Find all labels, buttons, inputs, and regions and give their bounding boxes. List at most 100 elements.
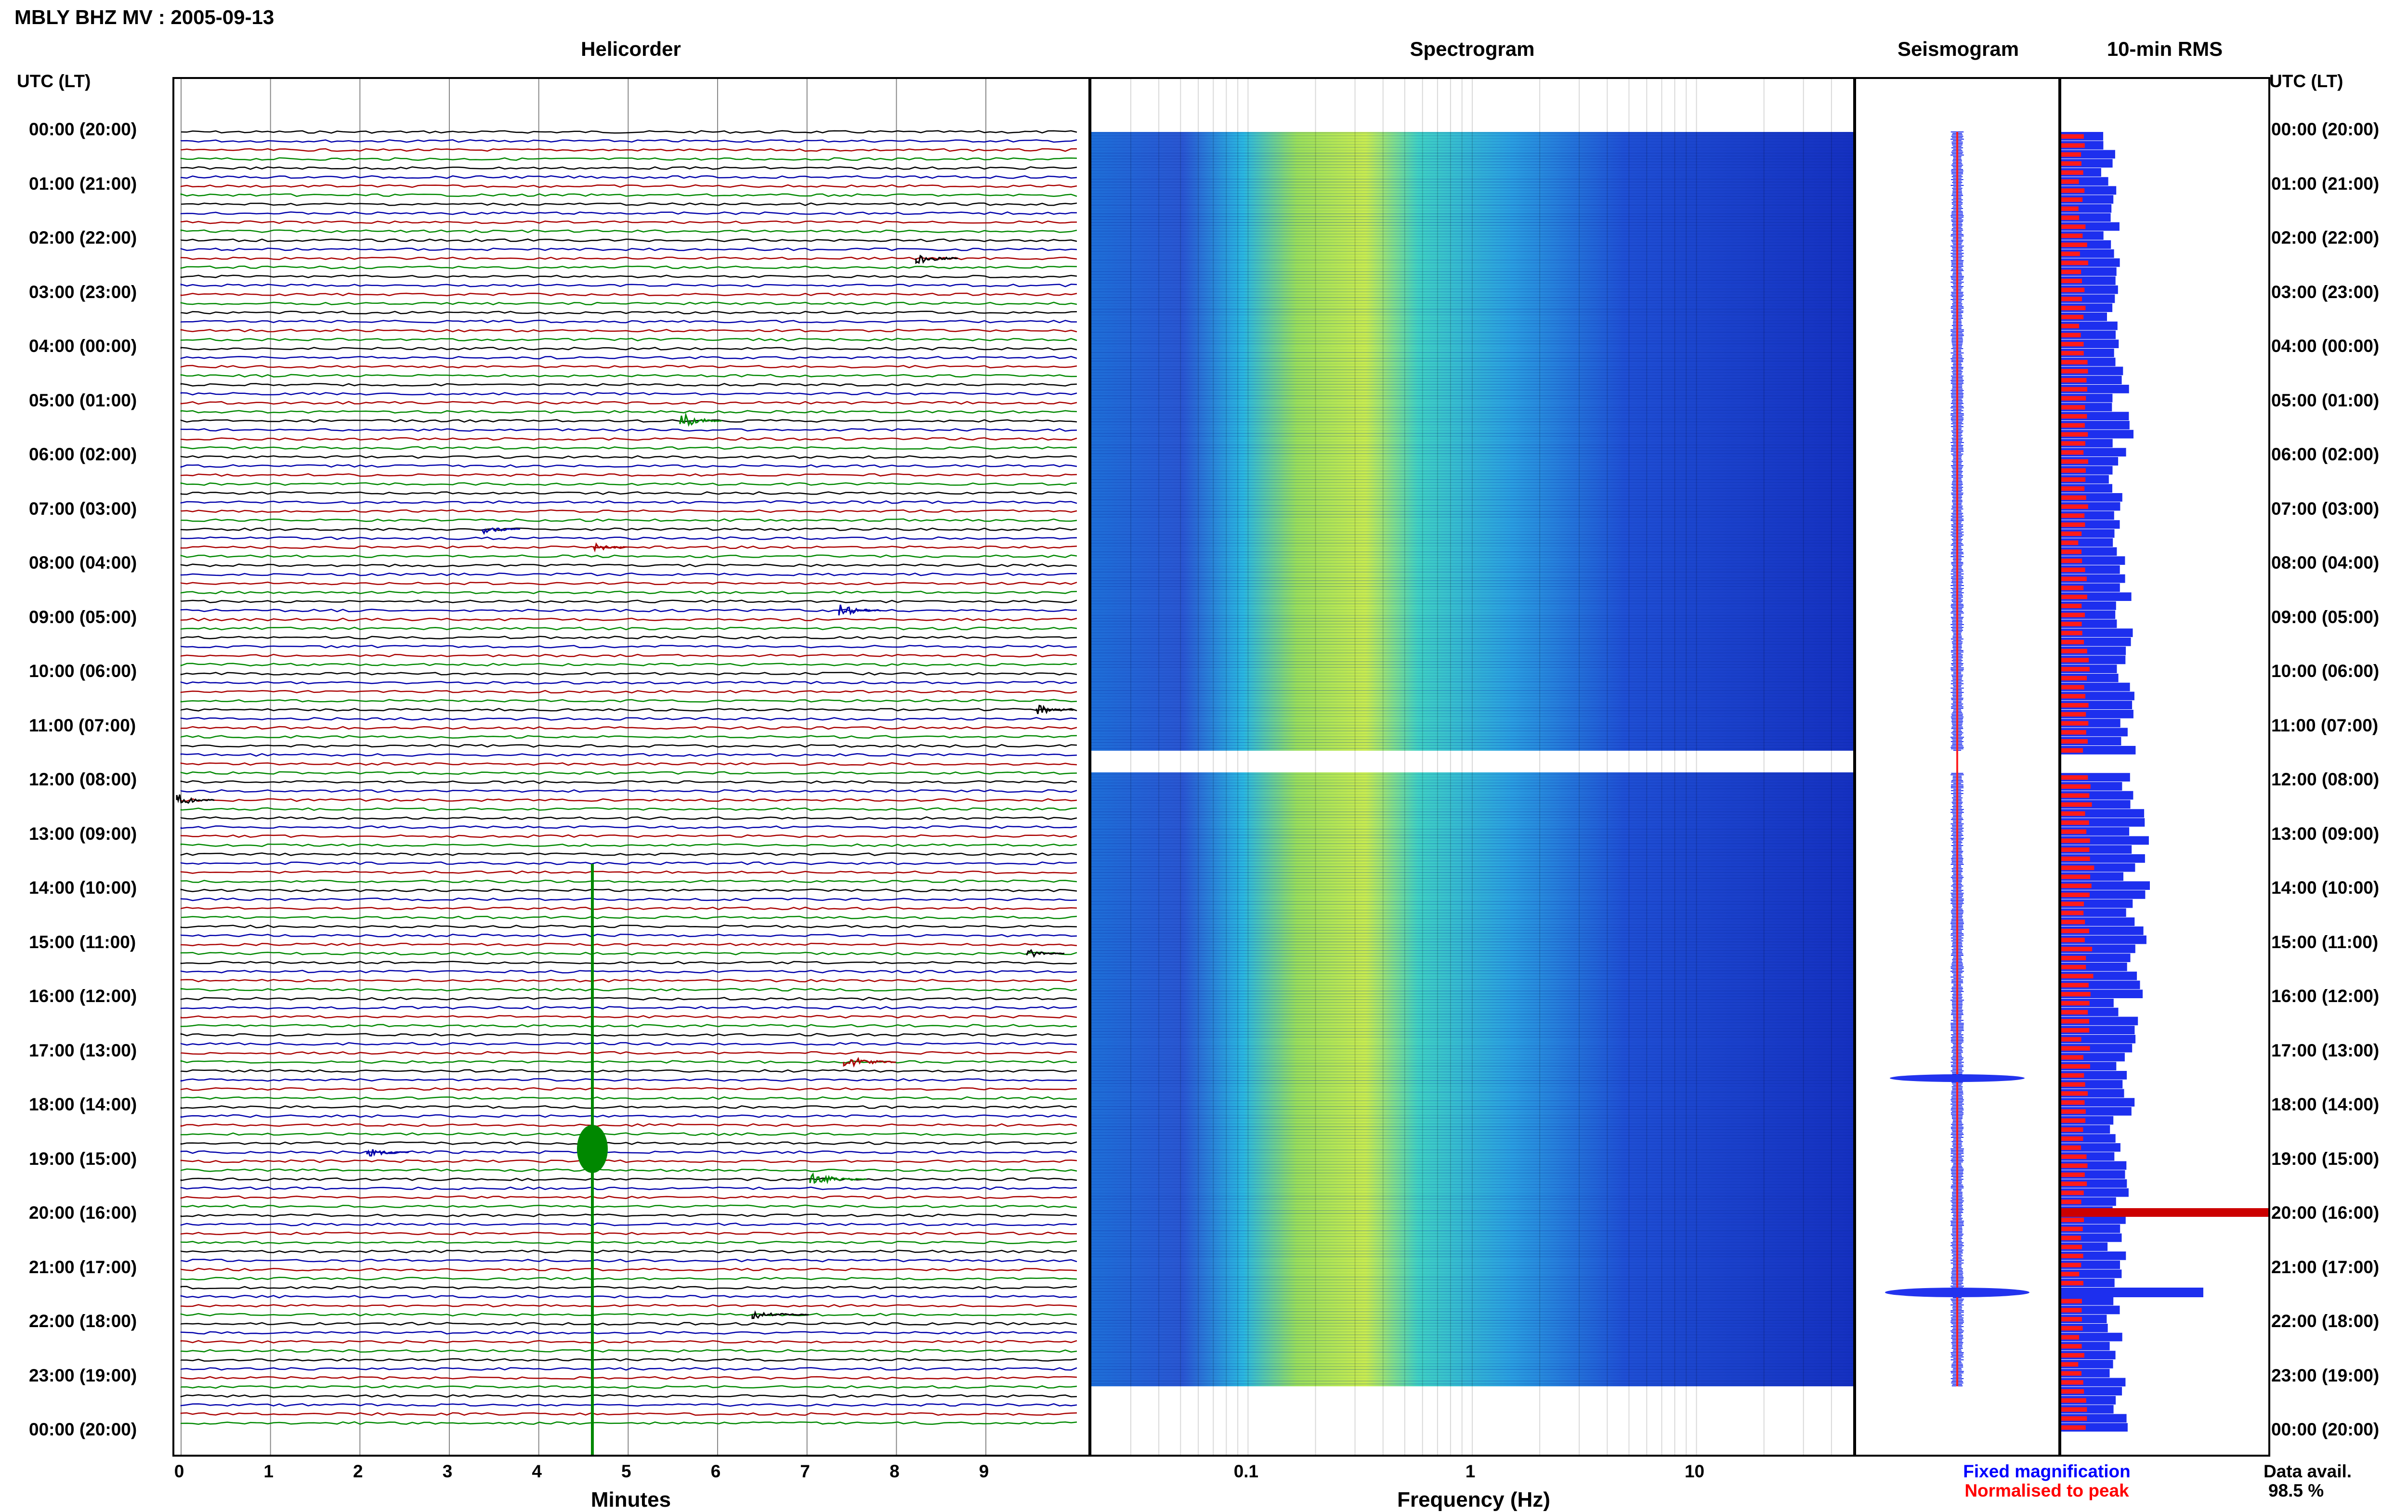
helicorder-trace <box>180 392 1077 396</box>
rms-normalised-bar <box>2061 206 2079 211</box>
time-label-left: 14:00 (10:00) <box>29 878 137 898</box>
rms-peak-bar <box>2061 1208 2268 1217</box>
rms-normalised-bar <box>2061 947 2093 952</box>
helicorder-trace <box>180 554 1077 558</box>
helicorder-trace <box>180 1078 1077 1082</box>
spectrogram-x-label: Frequency (Hz) <box>1397 1488 1550 1512</box>
rms-normalised-bar <box>2061 1416 2087 1421</box>
helicorder-trace <box>180 545 1077 549</box>
rms-normalised-bar <box>2061 928 2089 934</box>
rms-normalised-bar <box>2061 1398 2086 1403</box>
helicorder-trace <box>180 1394 1077 1398</box>
rms-normalised-bar <box>2061 396 2086 401</box>
helicorder-panel[interactable] <box>172 77 1090 1457</box>
rms-normalised-bar <box>2061 613 2085 617</box>
time-label-right: 00:00 (20:00) <box>2271 119 2380 139</box>
helicorder-trace <box>180 1313 1077 1316</box>
helicorder-trace <box>180 1015 1077 1019</box>
rms-normalised-bar <box>2061 1010 2088 1015</box>
rms-normalised-bar <box>2061 1371 2081 1376</box>
rms-normalised-bar <box>2061 965 2086 970</box>
spectrogram-title: Spectrogram <box>1410 38 1535 60</box>
helicorder-trace <box>180 852 1077 856</box>
rms-normalised-bar <box>2061 1380 2083 1385</box>
seismogram-trace <box>1885 131 2029 1386</box>
rms-normalised-bar <box>2061 251 2080 256</box>
time-label-right: 04:00 (00:00) <box>2271 336 2380 356</box>
rms-normalised-bar <box>2061 820 2089 825</box>
rms-normalised-bar <box>2061 297 2082 301</box>
time-label-right: 15:00 (11:00) <box>2271 932 2379 952</box>
helicorder-trace <box>180 518 1077 522</box>
helicorder-trace <box>180 1331 1077 1335</box>
helicorder-tick-label: 3 <box>442 1461 453 1481</box>
seismogram-panel[interactable] <box>1854 77 2060 1457</box>
helicorder-large-event-core <box>577 1125 608 1173</box>
helicorder-trace <box>180 825 1077 829</box>
rms-normalised-bar <box>2061 1226 2083 1231</box>
rms-normalised-bar <box>2061 1154 2087 1159</box>
helicorder-trace <box>180 617 1077 622</box>
helicorder-trace <box>180 997 1077 1001</box>
time-label-left: 09:00 (05:00) <box>29 607 137 627</box>
helicorder-trace <box>180 356 1077 360</box>
rms-normalised-bar <box>2061 1326 2083 1331</box>
helicorder-trace <box>180 771 1077 775</box>
rms-normalised-bar <box>2061 739 2088 744</box>
time-label-right: 18:00 (14:00) <box>2271 1095 2380 1114</box>
rms-normalised-bar <box>2061 305 2086 311</box>
time-label-left: 17:00 (13:00) <box>29 1040 137 1060</box>
rms-normalised-bar <box>2061 1389 2084 1394</box>
helicorder-trace <box>180 338 1077 342</box>
rms-normalised-bar <box>2061 1272 2080 1277</box>
time-label-left: 00:00 (20:00) <box>29 1420 137 1439</box>
rms-normalised-bar <box>2061 1244 2082 1250</box>
rms-normalised-bar <box>2061 513 2085 518</box>
spectrogram-tick-label: 1 <box>1465 1461 1476 1481</box>
helicorder-trace <box>180 1385 1077 1389</box>
rms-normalised-bar <box>2061 414 2087 419</box>
rms-normalised-bar <box>2061 901 2084 906</box>
time-label-right: 00:00 (20:00) <box>2271 1420 2380 1439</box>
station-title: MBLY BHZ MV : 2005-09-13 <box>14 6 275 28</box>
helicorder-trace <box>180 898 1077 901</box>
rms-panel[interactable] <box>2059 77 2270 1457</box>
rms-normalised-bar <box>2061 622 2082 626</box>
helicorder-trace <box>180 653 1077 658</box>
helicorder-trace <box>180 573 1077 576</box>
rms-normalised-bar <box>2061 269 2081 274</box>
helicorder-trace <box>180 798 1077 802</box>
rms-normalised-bar <box>2061 540 2079 545</box>
seismogram-title: Seismogram <box>1897 38 2019 60</box>
helicorder-trace <box>180 1358 1077 1362</box>
helicorder-tick-label: 2 <box>353 1461 363 1481</box>
helicorder-trace <box>180 301 1077 306</box>
helicorder-trace <box>180 1096 1077 1100</box>
helicorder-trace <box>180 1240 1077 1244</box>
rms-normalised-bar <box>2061 676 2087 681</box>
utc-lt-right-header: UTC (LT) <box>2269 71 2343 91</box>
helicorder-event <box>366 1149 409 1157</box>
rms-normalised-bar <box>2061 1280 2083 1286</box>
helicorder-trace <box>180 1349 1077 1353</box>
rms-peak-bar-2 <box>2061 1288 2203 1297</box>
rms-normalised-bar <box>2061 721 2089 726</box>
rms-normalised-bar <box>2061 811 2085 816</box>
helicorder-trace <box>180 1123 1077 1127</box>
time-label-right: 12:00 (08:00) <box>2271 769 2380 789</box>
time-label-right: 09:00 (05:00) <box>2271 607 2380 627</box>
helicorder-traces <box>176 79 1077 1455</box>
helicorder-trace <box>180 672 1077 676</box>
rms-normalised-bar <box>2061 983 2089 988</box>
helicorder-trace <box>181 130 1077 134</box>
helicorder-trace <box>180 735 1077 739</box>
rms-normalised-bar <box>2061 1217 2084 1223</box>
rms-normalised-bar <box>2061 974 2094 978</box>
spectrogram-panel[interactable] <box>1089 77 1855 1457</box>
rms-normalised-bar <box>2061 405 2085 410</box>
helicorder-trace <box>180 1223 1077 1226</box>
helicorder-event <box>176 794 215 804</box>
helicorder-trace <box>180 708 1077 712</box>
rms-normalised-bar <box>2061 603 2082 609</box>
helicorder-trace <box>180 238 1077 242</box>
